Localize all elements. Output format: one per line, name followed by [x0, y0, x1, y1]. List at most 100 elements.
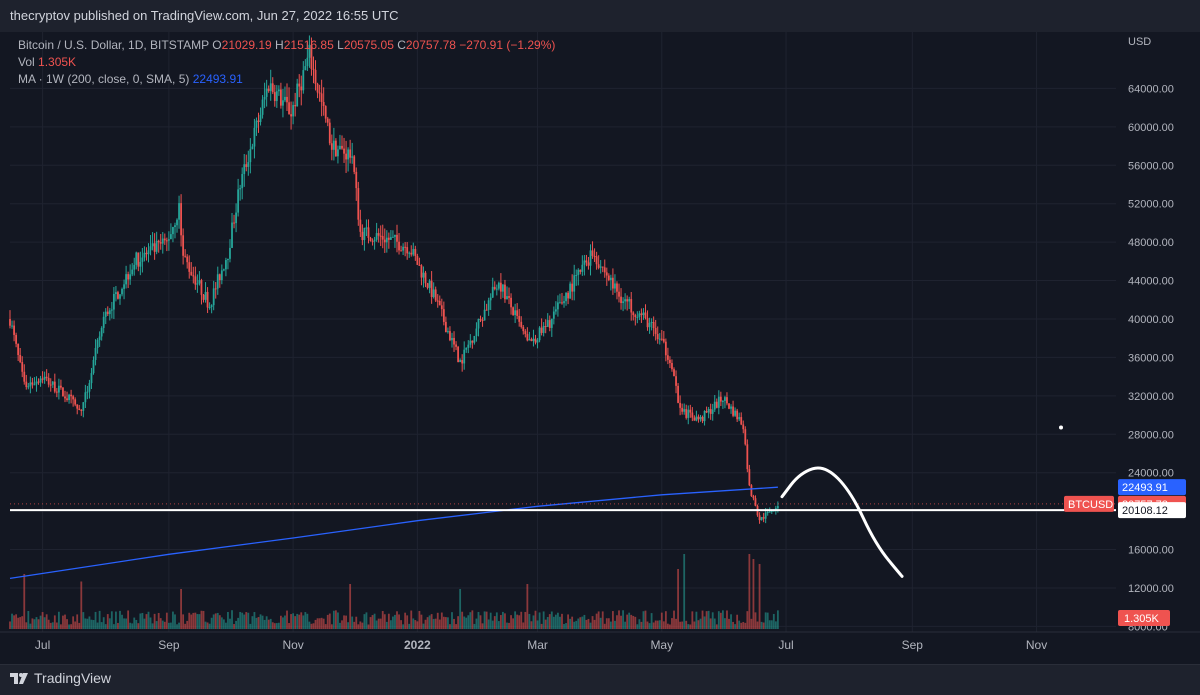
- volume-bar: [724, 618, 726, 629]
- candle-body: [53, 381, 56, 392]
- annotation-curve[interactable]: [780, 466, 904, 578]
- volume-bar: [172, 611, 174, 629]
- volume-bar: [730, 614, 732, 629]
- legend-ma-label[interactable]: MA · 1W (200, close, 0, SMA, 5): [18, 72, 190, 86]
- candle-body: [326, 118, 329, 123]
- candle-body: [167, 239, 170, 241]
- candle-body: [691, 412, 694, 418]
- annotation-dot[interactable]: [1059, 425, 1064, 430]
- candle-body: [334, 140, 337, 157]
- candle-body: [638, 313, 641, 317]
- price-axis[interactable]: [1116, 32, 1200, 664]
- candle-body: [465, 347, 468, 350]
- candle-body: [47, 377, 50, 385]
- volume-bar: [532, 615, 535, 629]
- volume-bar: [123, 618, 125, 629]
- candle-body: [664, 341, 667, 356]
- candle-body: [504, 284, 506, 300]
- legend-symbol[interactable]: Bitcoin / U.S. Dollar, 1D, BITSTAMP: [18, 38, 209, 52]
- candle-body: [677, 385, 679, 403]
- candle-body: [119, 294, 121, 299]
- candle-body: [174, 225, 176, 228]
- candle-body: [732, 406, 734, 416]
- candle-body: [420, 265, 423, 278]
- legend-vol-label[interactable]: Vol: [18, 55, 35, 69]
- candle-body: [239, 188, 242, 190]
- candle-body: [762, 517, 765, 519]
- candle-body: [510, 297, 512, 308]
- volume-bar: [104, 624, 107, 629]
- candle-body: [218, 274, 221, 281]
- volume-bar: [697, 620, 700, 629]
- volume-bar: [68, 624, 70, 629]
- candle-body: [689, 409, 692, 413]
- volume-bar: [361, 622, 364, 629]
- volume-bar: [721, 610, 724, 629]
- volume-bar: [487, 619, 490, 629]
- candle-body: [538, 327, 541, 341]
- candle-body: [143, 252, 146, 258]
- legend-high-label: H: [275, 38, 284, 52]
- price-chart[interactable]: USD8000.0012000.0016000.0020000.0024000.…: [0, 32, 1200, 664]
- price-tag: [1118, 502, 1186, 519]
- volume-bar: [750, 618, 753, 629]
- candle-body: [212, 288, 215, 306]
- volume-bar: [23, 574, 26, 629]
- candle-body: [685, 409, 688, 418]
- candle-body: [418, 264, 421, 266]
- candle-body: [251, 146, 254, 150]
- candle-body: [442, 309, 445, 322]
- candle-body: [371, 240, 374, 242]
- volume-bar: [82, 612, 85, 629]
- volume-bar: [239, 611, 242, 629]
- volume-bar: [575, 620, 578, 629]
- volume-bar: [626, 614, 629, 629]
- volume-bar: [707, 610, 710, 629]
- volume-bar: [80, 581, 83, 629]
- candle-body: [275, 91, 278, 102]
- price-tick-label: 44000.00: [1128, 276, 1174, 288]
- candle-body: [402, 246, 405, 251]
- candle-body: [308, 44, 311, 58]
- axis-currency: USD: [1128, 36, 1151, 48]
- volume-bar: [88, 616, 91, 629]
- volume-bar: [15, 614, 18, 629]
- candle-body: [534, 338, 537, 343]
- volume-bar: [241, 612, 244, 629]
- volume-bar: [383, 614, 386, 629]
- volume-bar: [520, 611, 523, 629]
- volume-bar: [353, 621, 356, 629]
- volume-bar: [679, 621, 682, 629]
- candle-body: [220, 270, 223, 281]
- candle-body: [485, 309, 488, 311]
- candle-body: [25, 381, 28, 387]
- candle-body: [159, 242, 162, 244]
- volume-bar: [597, 611, 600, 629]
- volume-bar: [115, 611, 117, 629]
- candle-body: [579, 269, 582, 272]
- volume-bar: [49, 622, 52, 629]
- chart-background: [0, 32, 1200, 664]
- candle-body: [104, 311, 107, 317]
- volume-bar: [94, 611, 97, 629]
- candle-body: [227, 258, 229, 261]
- volume-bar: [245, 612, 248, 629]
- volume-bar: [55, 622, 58, 629]
- volume-bar: [477, 611, 480, 629]
- volume-bar: [296, 613, 299, 629]
- candle-body: [593, 255, 596, 257]
- candle-body: [233, 222, 235, 224]
- candle-body: [322, 102, 325, 107]
- volume-bar: [45, 614, 48, 629]
- legend-close-label: C: [397, 38, 406, 52]
- volume-bar: [479, 615, 482, 629]
- candle-body: [400, 250, 402, 252]
- tradingview-logo[interactable]: TradingView: [10, 670, 111, 686]
- volume-bar: [579, 617, 582, 629]
- volume-bar: [27, 611, 30, 629]
- volume-bar: [418, 610, 421, 629]
- time-tick-label: May: [650, 638, 673, 652]
- legend-open-value: 21029.19: [221, 38, 272, 52]
- time-tick-label: Sep: [158, 638, 180, 652]
- candle-body: [129, 274, 132, 280]
